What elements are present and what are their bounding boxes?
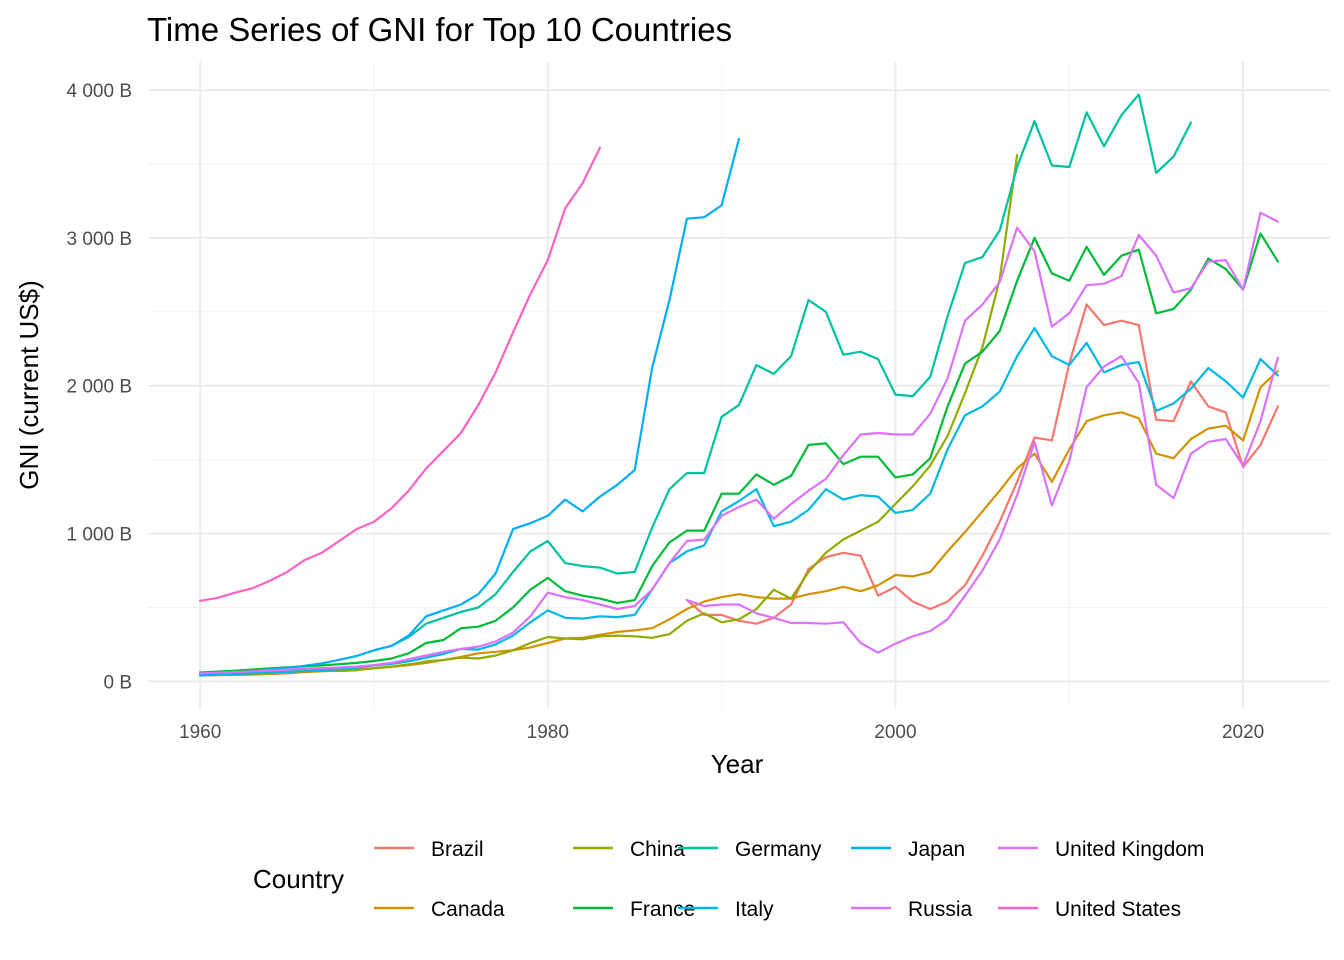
series-line-germany xyxy=(372,93,1193,652)
legend-title: Country xyxy=(253,864,344,894)
series-line-russia xyxy=(685,355,1280,654)
legend-label-france: France xyxy=(630,898,695,921)
series-lines xyxy=(199,93,1280,677)
legend-label-germany: Germany xyxy=(735,838,822,861)
y-axis-title: GNI (current US$) xyxy=(14,280,44,490)
series-line-united-kingdom xyxy=(199,211,1280,675)
series-line-brazil xyxy=(685,303,1280,625)
y-tick-label-1: 1 000 B xyxy=(67,525,133,546)
x-tick-label-2: 2000 xyxy=(874,722,916,743)
legend-label-brazil: Brazil xyxy=(431,838,484,861)
series-line-italy xyxy=(199,327,1280,677)
series-line-china xyxy=(199,154,1019,676)
y-tick-label-2: 2 000 B xyxy=(67,377,133,398)
legend-label-russia: Russia xyxy=(908,898,973,921)
x-tick-label-1: 1980 xyxy=(527,722,569,743)
x-axis-title: Year xyxy=(711,749,764,779)
x-tick-label-3: 2020 xyxy=(1222,722,1264,743)
y-tick-label-4: 4 000 B xyxy=(67,81,133,102)
legend-label-united-kingdom: United Kingdom xyxy=(1055,838,1204,861)
legend-label-china: China xyxy=(630,838,685,861)
legend-label-canada: Canada xyxy=(431,898,505,921)
y-axis-ticks: 0 B 1 000 B 2 000 B 3 000 B 4 000 B xyxy=(67,81,133,693)
y-tick-label-0: 0 B xyxy=(103,672,132,693)
legend-label-japan: Japan xyxy=(908,838,965,861)
series-line-japan xyxy=(199,137,741,677)
legend: Brazil Canada China France Germany Italy Japan… xyxy=(374,838,1204,921)
series-line-canada xyxy=(199,369,1280,677)
chart-title: Time Series of GNI for Top 10 Countries xyxy=(147,11,732,48)
legend-label-united-states: United States xyxy=(1055,898,1181,921)
series-line-united-states xyxy=(199,146,602,602)
legend-label-italy: Italy xyxy=(735,898,774,921)
x-axis-ticks: 1960 1980 2000 2020 xyxy=(179,722,1264,743)
series-line-france xyxy=(199,232,1280,674)
y-tick-label-3: 3 000 B xyxy=(67,229,133,250)
x-tick-label-0: 1960 xyxy=(179,722,221,743)
